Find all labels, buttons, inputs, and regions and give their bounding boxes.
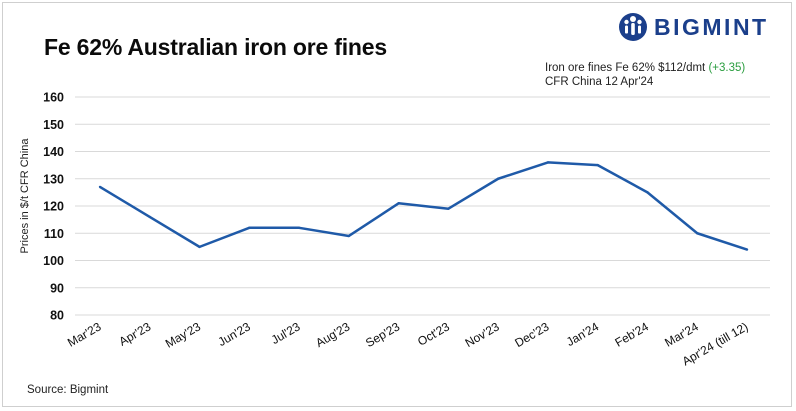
chart-title: Fe 62% Australian iron ore fines: [44, 34, 387, 60]
data-point: [646, 191, 649, 194]
series-line: [99, 161, 748, 251]
data-point: [198, 245, 201, 249]
x-tick-label: Mar'24: [662, 319, 701, 349]
price-info-line1: Iron ore fines Fe 62% $112/dmt (+3.35): [545, 61, 745, 75]
price-change: (+3.35): [708, 62, 746, 74]
x-tick-label: Feb'24: [613, 319, 652, 349]
y-tick-label: 120: [43, 200, 64, 214]
data-point: [397, 202, 400, 205]
data-point: [745, 248, 749, 251]
data-point: [148, 215, 151, 219]
y-tick-label: 130: [43, 172, 64, 186]
x-tick-label: Jun'23: [215, 319, 253, 349]
data-point: [248, 226, 251, 229]
y-tick-label: 160: [43, 91, 64, 105]
data-point: [546, 161, 550, 164]
x-tick-label: Sep'23: [363, 319, 402, 350]
y-axis: 80 90 100 110 120 130 140 150 160: [43, 91, 64, 323]
bigmint-logo-icon: [619, 13, 647, 41]
data-point: [98, 185, 102, 189]
x-tick-label: Nov'23: [463, 319, 502, 350]
price-info-line2: CFR China 12 Apr'24: [545, 76, 654, 88]
y-tick-label: 80: [50, 309, 64, 323]
source-note: Source: Bigmint: [27, 384, 109, 396]
data-point: [447, 207, 450, 210]
y-tick-label: 110: [44, 227, 64, 241]
x-tick-label: Apr'23: [117, 319, 154, 348]
x-axis: Mar'23 Apr'23 May'23 Jun'23 Jul'23 Aug'23 Sep'…: [65, 319, 750, 368]
data-points: [98, 161, 749, 251]
y-tick-label: 100: [43, 254, 64, 268]
grid: [75, 96, 770, 316]
x-tick-label: Dec'23: [512, 319, 551, 350]
y-tick-label: 150: [43, 118, 64, 132]
x-tick-label: Mar'23: [65, 319, 104, 349]
y-tick-label: 140: [43, 145, 64, 159]
data-point: [596, 163, 599, 167]
data-point: [696, 232, 699, 235]
x-tick-label: Jan'24: [564, 319, 602, 349]
brand-name: BIGMINT: [654, 13, 769, 40]
x-tick-label: May'23: [163, 319, 203, 350]
data-point: [297, 226, 301, 229]
x-tick-label: Aug'23: [313, 319, 352, 350]
price-info: Iron ore fines Fe 62% $112/dmt (+3.35) C…: [545, 61, 745, 89]
x-tick-label: Oct'23: [415, 319, 452, 348]
y-tick-label: 90: [50, 281, 64, 295]
y-axis-label: Prices in $/t CFR China: [19, 138, 31, 254]
bigmint-logo: BIGMINT: [618, 10, 769, 44]
data-point: [496, 177, 500, 180]
data-point: [347, 234, 351, 238]
x-tick-label: Jul'23: [269, 319, 303, 347]
price-info-text: Iron ore fines Fe 62% $112/dmt: [545, 62, 706, 74]
